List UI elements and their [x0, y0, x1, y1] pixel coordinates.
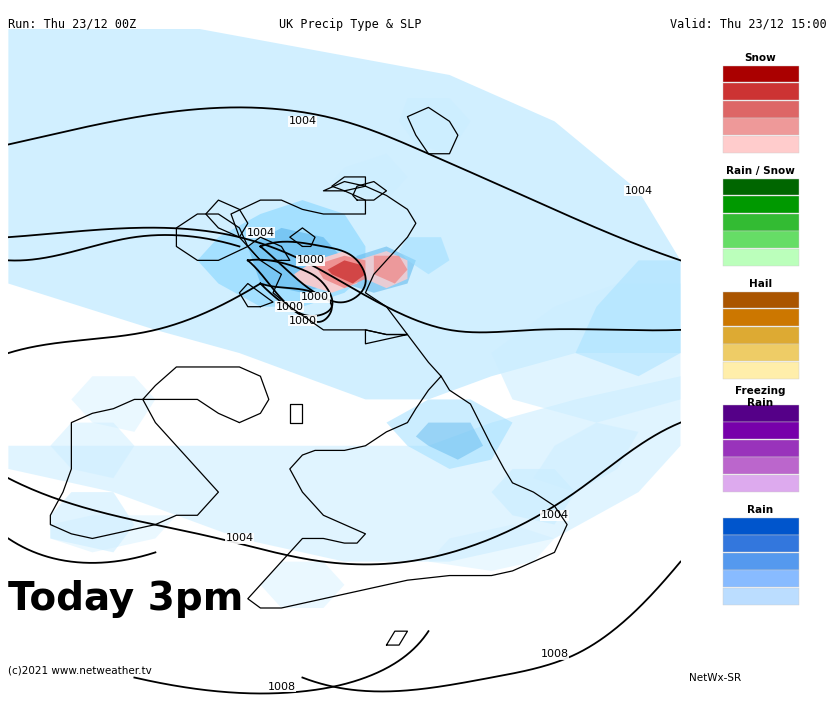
Polygon shape	[374, 256, 407, 284]
Polygon shape	[197, 200, 366, 307]
Text: 1008: 1008	[540, 649, 569, 659]
Text: 1004: 1004	[288, 117, 316, 127]
Polygon shape	[50, 516, 176, 553]
Bar	[723, 458, 799, 474]
Text: NetWx-SR: NetWx-SR	[689, 673, 741, 683]
Text: 1004: 1004	[540, 511, 569, 521]
Bar	[723, 423, 799, 439]
Polygon shape	[261, 562, 344, 608]
Text: Run: Thu 23/12 00Z: Run: Thu 23/12 00Z	[8, 18, 137, 31]
Text: 1004: 1004	[625, 186, 653, 196]
Bar	[723, 362, 799, 379]
Text: 1004: 1004	[246, 227, 275, 237]
Polygon shape	[327, 260, 366, 284]
Bar	[723, 405, 799, 422]
Bar	[723, 571, 799, 587]
Polygon shape	[248, 228, 344, 293]
Text: Freezing
Rain: Freezing Rain	[736, 386, 786, 408]
Polygon shape	[8, 376, 681, 562]
Bar	[723, 136, 799, 152]
Bar	[723, 292, 799, 308]
Polygon shape	[315, 256, 366, 288]
Bar	[723, 588, 799, 605]
Bar	[723, 231, 799, 248]
Polygon shape	[71, 376, 155, 432]
Polygon shape	[575, 260, 681, 376]
Polygon shape	[344, 247, 416, 293]
Text: 1000: 1000	[276, 302, 304, 312]
Text: (c)2021 www.netweather.tv: (c)2021 www.netweather.tv	[8, 666, 152, 676]
Text: Valid: Thu 23/12 15:00: Valid: Thu 23/12 15:00	[670, 18, 827, 31]
Polygon shape	[387, 400, 513, 469]
Text: 1004: 1004	[225, 533, 254, 543]
Polygon shape	[50, 423, 134, 478]
Text: UK Precip Type & SLP: UK Precip Type & SLP	[280, 18, 422, 31]
Polygon shape	[492, 469, 575, 525]
Text: Snow: Snow	[745, 53, 777, 63]
Polygon shape	[50, 492, 134, 553]
Polygon shape	[534, 423, 639, 492]
Text: Rain: Rain	[747, 505, 773, 515]
Bar	[723, 518, 799, 535]
Bar	[723, 83, 799, 100]
Bar	[723, 101, 799, 117]
Text: Hail: Hail	[749, 279, 772, 289]
Bar	[723, 214, 799, 230]
Text: Today 3pm: Today 3pm	[8, 581, 244, 618]
Bar	[723, 327, 799, 344]
Bar	[723, 475, 799, 492]
Bar	[723, 344, 799, 361]
Polygon shape	[294, 251, 366, 293]
Bar	[723, 309, 799, 326]
Polygon shape	[428, 525, 554, 571]
Bar	[723, 179, 799, 195]
Text: 1000: 1000	[301, 292, 329, 302]
Bar	[723, 118, 799, 135]
Bar	[723, 66, 799, 82]
Text: 1000: 1000	[296, 255, 325, 265]
Text: 1000: 1000	[288, 315, 316, 325]
Polygon shape	[492, 284, 681, 423]
Polygon shape	[416, 423, 483, 460]
Polygon shape	[331, 154, 407, 200]
Text: 1008: 1008	[267, 682, 296, 692]
Polygon shape	[357, 251, 407, 288]
Polygon shape	[399, 98, 470, 154]
Bar	[723, 536, 799, 552]
Polygon shape	[399, 237, 449, 275]
Bar	[723, 249, 799, 265]
Text: Rain / Snow: Rain / Snow	[726, 166, 795, 176]
Bar	[723, 553, 799, 570]
Bar	[723, 440, 799, 457]
Bar	[723, 196, 799, 213]
Polygon shape	[8, 29, 681, 400]
